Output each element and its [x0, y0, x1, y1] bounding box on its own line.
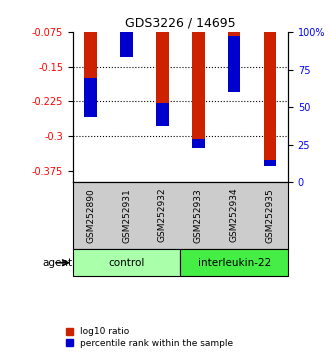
- Bar: [73, 249, 180, 276]
- Title: GDS3226 / 14695: GDS3226 / 14695: [125, 16, 236, 29]
- Bar: [264, 160, 276, 166]
- Bar: [192, 32, 205, 148]
- Bar: [192, 138, 205, 148]
- Bar: [228, 36, 240, 92]
- Text: agent: agent: [43, 258, 73, 268]
- Text: interleukin-22: interleukin-22: [198, 258, 271, 268]
- Text: GSM252932: GSM252932: [158, 188, 167, 242]
- Text: GSM252933: GSM252933: [194, 188, 203, 242]
- Bar: [156, 32, 169, 126]
- Text: GSM252935: GSM252935: [265, 188, 274, 242]
- Bar: [120, 32, 133, 57]
- Bar: [156, 103, 169, 126]
- Text: control: control: [109, 258, 145, 268]
- Bar: [264, 32, 276, 166]
- Legend: log10 ratio, percentile rank within the sample: log10 ratio, percentile rank within the …: [64, 326, 235, 349]
- Bar: [84, 32, 97, 117]
- Bar: [180, 249, 288, 276]
- Bar: [228, 32, 240, 92]
- Text: GSM252934: GSM252934: [230, 188, 239, 242]
- Text: GSM252890: GSM252890: [86, 188, 95, 242]
- Bar: [120, 0, 133, 57]
- Text: GSM252931: GSM252931: [122, 188, 131, 242]
- Bar: [84, 78, 97, 117]
